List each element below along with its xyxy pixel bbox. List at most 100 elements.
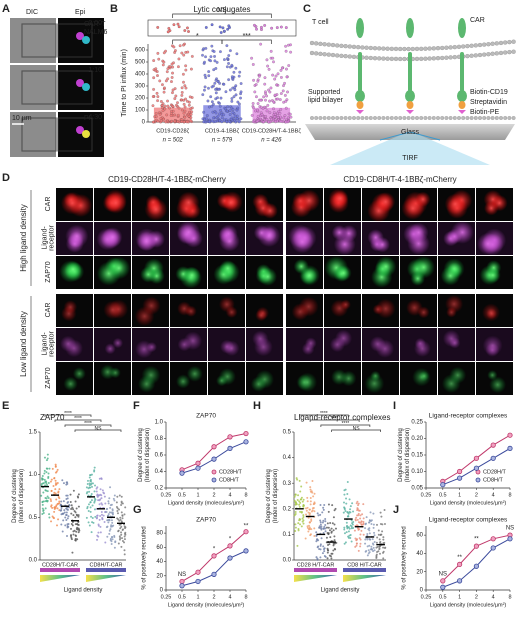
data-dot <box>219 96 223 100</box>
lipid-head <box>448 45 453 50</box>
data-dot <box>239 90 243 94</box>
group-header: CD19-CD8H/T-4-1BBζ-mCherry <box>343 175 456 184</box>
data-dot <box>309 503 312 506</box>
lipid-head <box>507 39 512 45</box>
data-dot <box>154 67 158 71</box>
data-dot <box>230 99 234 103</box>
data-dot <box>48 516 51 519</box>
data-dot <box>120 511 123 514</box>
density-wedge <box>40 575 80 582</box>
data-dot <box>45 471 48 474</box>
diagram-label: Biotin-CD19 <box>470 89 508 96</box>
column-label: Epi <box>75 9 86 16</box>
data-dot <box>88 490 91 493</box>
rotated-label: High ligand density <box>19 204 28 272</box>
data-dot <box>260 113 264 116</box>
data-dot <box>61 479 64 482</box>
data-dot <box>253 90 257 94</box>
y-tick-label: 0.3 <box>283 481 292 487</box>
fluorescence-blob <box>219 230 240 252</box>
data-dot <box>110 524 113 527</box>
data-dot <box>364 522 367 525</box>
data-dot <box>279 92 283 95</box>
data-dot <box>47 481 50 484</box>
fluorescence-blob <box>63 376 78 391</box>
data-dot <box>210 85 214 89</box>
data-dot <box>367 528 370 531</box>
data-dot <box>365 549 368 552</box>
channel-label: Ligand- <box>41 226 48 250</box>
data-dot <box>350 525 353 528</box>
data-dot <box>98 518 101 521</box>
data-dot <box>89 501 92 504</box>
data-dot <box>180 51 184 55</box>
data-dot <box>166 30 170 34</box>
x-tick-label: 1 <box>196 594 199 600</box>
data-dot <box>70 512 73 515</box>
lipid-head <box>465 43 470 49</box>
data-dot <box>222 82 226 86</box>
data-dot <box>43 456 46 459</box>
fluorescence-blob <box>410 271 425 286</box>
legend-nalm6: NALM6 <box>84 29 107 36</box>
data-dot <box>344 509 347 512</box>
bilayer-lipid <box>322 116 327 120</box>
lipid-head <box>448 55 453 60</box>
rotated-label: % of positively recruited <box>402 526 408 589</box>
data-dot <box>110 542 113 545</box>
data-dot <box>321 552 324 555</box>
panel-letter: F <box>133 400 140 412</box>
data-point <box>227 543 233 549</box>
data-dot <box>170 76 174 79</box>
data-dot <box>100 497 103 500</box>
data-dot <box>54 492 57 495</box>
data-dot <box>351 502 354 505</box>
data-dot <box>284 99 288 103</box>
time-stamp: 1:10 <box>88 67 102 74</box>
x-tick-label: 0.5 <box>439 594 447 600</box>
y-tick-label: 0.15 <box>411 453 423 459</box>
chart-title: ZAP70 <box>196 413 216 420</box>
bilayer-lipid <box>385 116 390 120</box>
data-dot <box>176 113 180 117</box>
y-tick-label: 0.1 <box>283 532 292 538</box>
fluorescence-blob <box>444 193 466 215</box>
data-dot <box>66 494 69 497</box>
data-dot <box>202 110 206 114</box>
data-dot <box>236 100 240 104</box>
bilayer-lipid <box>436 116 440 120</box>
significance-bracket <box>54 419 102 422</box>
bilayer-lipid <box>356 116 361 120</box>
y-tick-label: 0.20 <box>411 436 423 442</box>
data-dot <box>41 507 44 510</box>
data-dot <box>116 517 119 520</box>
data-dot <box>305 481 308 484</box>
lipid-head <box>414 46 420 52</box>
lipid-head <box>410 46 415 52</box>
data-dot <box>210 100 214 104</box>
data-dot <box>212 50 216 53</box>
data-dot <box>346 492 349 495</box>
data-dot <box>162 117 165 121</box>
data-dot <box>309 488 312 491</box>
y-tick-label: 1.0 <box>155 420 164 426</box>
bilayer-lipid <box>373 116 377 120</box>
data-dot <box>158 79 162 83</box>
data-dot <box>360 520 363 523</box>
significance-label: NS <box>178 572 186 578</box>
data-dot <box>71 524 74 527</box>
bilayer-lipid <box>494 116 499 120</box>
data-dot <box>49 480 52 483</box>
channel-label: receptor <box>48 224 55 250</box>
series-line <box>181 433 247 471</box>
lipid-head <box>347 54 352 59</box>
bilayer-lipid <box>423 116 428 120</box>
data-dot <box>307 530 310 533</box>
bilayer-lipid <box>368 116 373 120</box>
data-dot <box>65 497 68 500</box>
data-dot <box>283 81 286 85</box>
data-dot <box>165 113 169 117</box>
rotated-label: Ligand-receptor <box>41 330 55 356</box>
data-dot <box>379 533 382 536</box>
lipid-head <box>477 52 483 58</box>
